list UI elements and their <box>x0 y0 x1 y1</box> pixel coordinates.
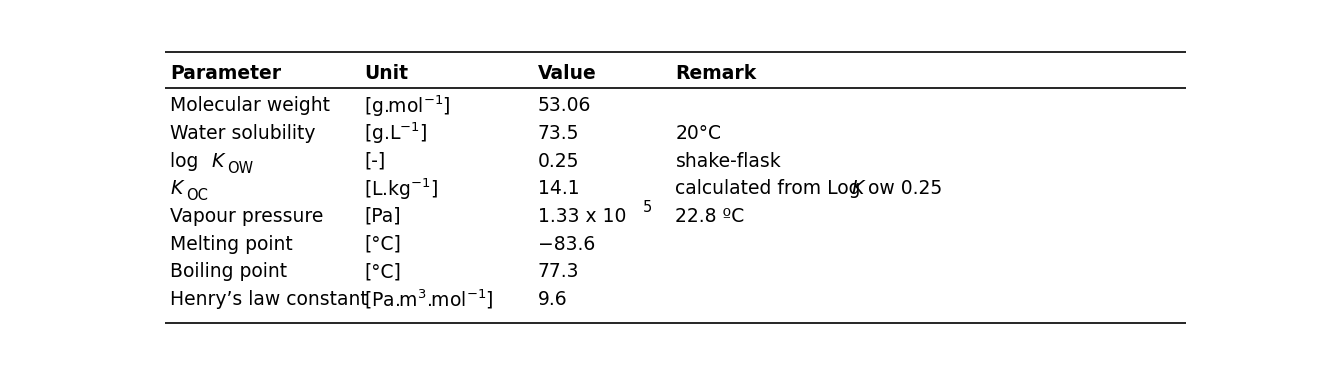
Text: calculated from Log: calculated from Log <box>676 179 867 198</box>
Text: 20°C: 20°C <box>676 124 721 143</box>
Text: Water solubility: Water solubility <box>170 124 315 143</box>
Text: OW: OW <box>227 161 253 176</box>
Text: Vapour pressure: Vapour pressure <box>170 207 323 226</box>
Text: [g.L$^{-1}$]: [g.L$^{-1}$] <box>364 121 427 146</box>
Text: [L.kg$^{-1}$]: [L.kg$^{-1}$] <box>364 176 439 202</box>
Text: $\mathit{K}$: $\mathit{K}$ <box>170 179 186 198</box>
Text: [g.mol$^{-1}$]: [g.mol$^{-1}$] <box>364 93 451 119</box>
Text: Molecular weight: Molecular weight <box>170 96 330 115</box>
Text: $\mathit{K}$: $\mathit{K}$ <box>211 152 227 171</box>
Text: Remark: Remark <box>676 64 757 83</box>
Text: Boiling point: Boiling point <box>170 262 287 281</box>
Text: 73.5: 73.5 <box>538 124 579 143</box>
Text: −83.6: −83.6 <box>538 235 594 254</box>
Text: 1.33 x 10: 1.33 x 10 <box>538 207 626 226</box>
Text: [°C]: [°C] <box>364 235 401 254</box>
Text: [-]: [-] <box>364 152 385 171</box>
Text: 9.6: 9.6 <box>538 290 567 309</box>
Text: 0.25: 0.25 <box>538 152 579 171</box>
Text: ow 0.25: ow 0.25 <box>867 179 942 198</box>
Text: Henry’s law constant: Henry’s law constant <box>170 290 368 309</box>
Text: log: log <box>170 152 204 171</box>
Text: 5: 5 <box>643 201 652 216</box>
Text: 53.06: 53.06 <box>538 96 590 115</box>
Text: $\mathit{K}$: $\mathit{K}$ <box>851 179 867 198</box>
Text: OC: OC <box>186 188 208 203</box>
Text: [Pa]: [Pa] <box>364 207 401 226</box>
Text: Unit: Unit <box>364 64 409 83</box>
Text: Parameter: Parameter <box>170 64 281 83</box>
Text: Melting point: Melting point <box>170 235 293 254</box>
Text: [°C]: [°C] <box>364 262 401 281</box>
Text: 14.1: 14.1 <box>538 179 579 198</box>
Text: 22.8 ºC: 22.8 ºC <box>676 207 745 226</box>
Text: 77.3: 77.3 <box>538 262 579 281</box>
Text: [Pa.m$^{3}$.mol$^{-1}$]: [Pa.m$^{3}$.mol$^{-1}$] <box>364 288 494 311</box>
Text: Value: Value <box>538 64 596 83</box>
Text: shake-flask: shake-flask <box>676 152 782 171</box>
